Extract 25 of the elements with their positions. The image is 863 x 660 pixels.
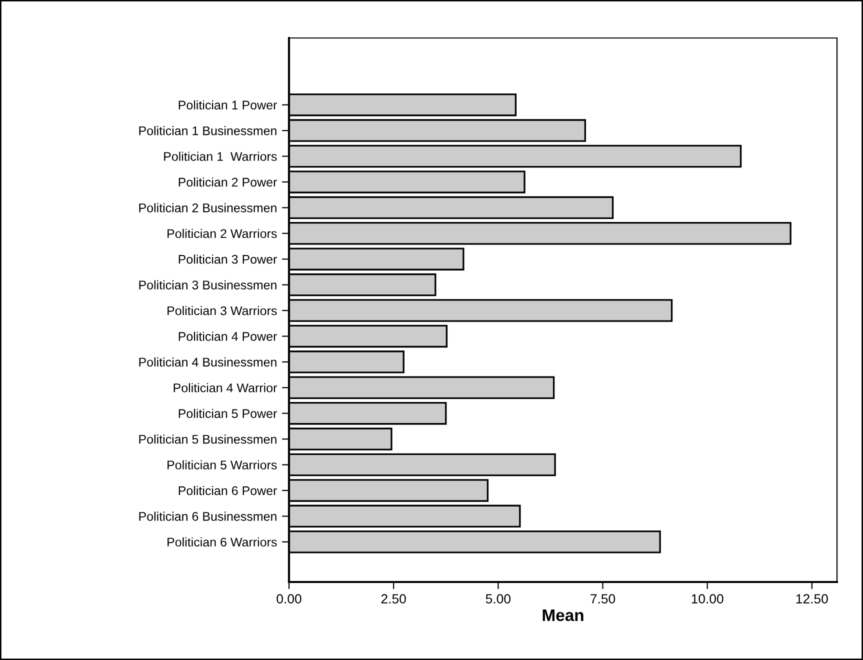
x-tick-label: 0.00	[276, 594, 302, 604]
y-tick-label: Politician 5 Warriors	[168, 460, 277, 470]
x-tick-label: 5.00	[486, 594, 510, 604]
y-tick-label: Politician 2 Businessmen	[139, 203, 276, 212]
y-tick-label: Politician 3 Businessmen	[139, 280, 276, 290]
y-tick-label: Politician 6 Businessmen	[139, 512, 276, 521]
y-tick-label: Politician 6 Warriors	[168, 537, 277, 547]
x-tick-label: 12.50	[796, 594, 828, 604]
y-tick-label: Politician 1 Warriors	[164, 152, 277, 161]
y-tick-label: Politician 5 Businessmen	[139, 434, 276, 444]
y-tick-label: Politician 5 Power	[178, 408, 277, 418]
x-tick-label: 2.50	[381, 594, 406, 604]
y-tick-label: Politician 2 Warriors	[168, 228, 277, 238]
x-tick-label: 10.00	[692, 594, 724, 604]
y-tick-label: Politician 2 Power	[178, 177, 277, 187]
y-tick-label: Politician 6 Power	[178, 486, 277, 496]
y-tick-label: Politician 4 Warrior	[174, 383, 277, 392]
y-tick-label: Politician 3 Power	[178, 254, 277, 264]
x-tick-label: 7.50	[590, 594, 616, 604]
x-axis-title: Mean	[542, 609, 584, 622]
y-tick-label: Politician 1 Businessmen	[139, 126, 276, 136]
y-tick-label: Politician 3 Warriors	[168, 306, 277, 316]
y-tick-label: Politician 4 Businessmen	[139, 357, 276, 367]
y-tick-label: Politician 1 Power	[178, 100, 277, 110]
y-tick-label: Politician 4 Power	[178, 332, 277, 341]
